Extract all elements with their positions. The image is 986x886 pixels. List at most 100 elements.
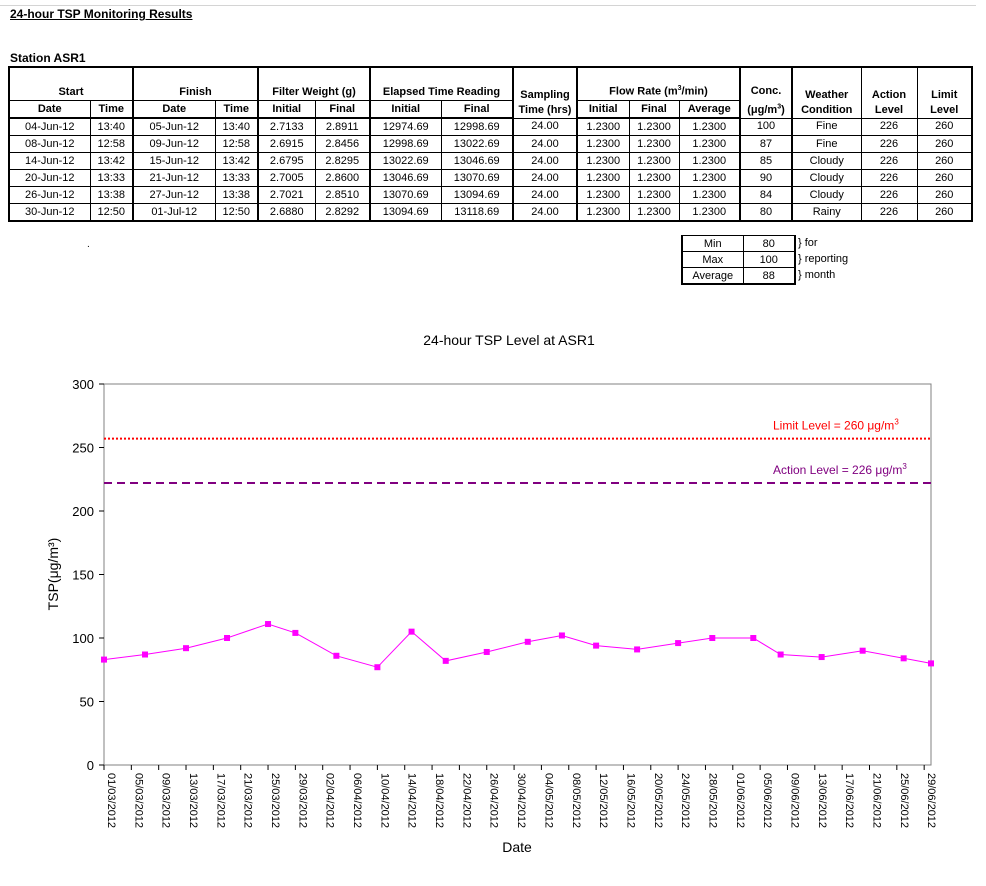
header-action-line2: Level	[874, 103, 904, 116]
table-cell: 1.2300	[628, 186, 680, 204]
table-cell: 12:58	[214, 135, 259, 153]
data-point	[442, 657, 449, 664]
table-cell: 12:50	[89, 203, 134, 222]
subheader-fr-initial: Initial	[576, 100, 630, 119]
x-tick-label: 01/03/2012	[105, 773, 117, 828]
header-weather-line2: Condition	[801, 103, 853, 116]
table-cell: 87	[739, 135, 793, 153]
data-point	[593, 642, 600, 649]
stats-min-label: Min	[681, 235, 744, 252]
y-axis-label: TSP(μg/m³)	[45, 538, 61, 611]
table-cell: 13:38	[89, 186, 134, 204]
y-axis: 0 50 100 150 200 250 300	[72, 377, 104, 773]
table-cell: 85	[739, 152, 793, 170]
table-cell: 2.6915	[257, 135, 316, 153]
y-tick-label: 0	[87, 758, 94, 773]
data-point	[900, 655, 907, 662]
y-tick-label: 100	[72, 631, 94, 646]
stats-max-label: Max	[681, 251, 744, 268]
table-cell: 13022.69	[369, 152, 442, 170]
stats-min-value: 80	[742, 235, 796, 252]
table-cell: 2.8292	[314, 203, 371, 222]
subheader-et-final: Final	[440, 100, 514, 119]
table-cell: 13094.69	[369, 203, 442, 222]
data-point	[333, 652, 340, 659]
header-conc: Conc. (μg/m3)	[739, 66, 793, 119]
flow-rate-label-post: /min)	[681, 86, 708, 98]
header-conc-unit: (μg/m3)	[747, 103, 785, 116]
x-tick-label: 28/05/2012	[706, 773, 718, 828]
y-tick-label: 50	[80, 695, 94, 710]
limit-level-label: Limit Level = 260 μg/m3	[773, 418, 899, 433]
table-cell: 13:33	[89, 169, 134, 187]
x-tick-label: 09/03/2012	[160, 773, 172, 828]
table-cell: 21-Jun-12	[132, 169, 216, 187]
table-cell: 2.8456	[314, 135, 371, 153]
data-point	[818, 654, 825, 661]
data-point	[524, 638, 531, 645]
table-cell: 260	[916, 203, 973, 222]
table-cell: Cloudy	[791, 169, 862, 187]
data-point	[859, 647, 866, 654]
x-tick-label: 26/04/2012	[488, 773, 500, 828]
table-cell: 2.6880	[257, 203, 316, 222]
table-row: 26-Jun-12 13:38 27-Jun-12 13:38 2.7021 2.8510…	[8, 186, 973, 204]
table-cell: 1.2300	[576, 117, 630, 136]
data-point	[483, 648, 490, 655]
table-cell: 24.00	[512, 152, 578, 170]
data-point	[928, 660, 934, 667]
x-tick-label: 08/05/2012	[570, 773, 582, 828]
table-cell: 24.00	[512, 169, 578, 187]
x-tick-label: 17/06/2012	[843, 773, 855, 828]
x-tick-label: 05/03/2012	[132, 773, 144, 828]
header-filter-weight: Filter Weight (g)	[257, 66, 371, 101]
data-point	[750, 635, 757, 641]
x-tick-label: 12/05/2012	[597, 773, 609, 828]
conc-unit-pre: (μg/m	[747, 103, 778, 116]
data-point	[101, 656, 107, 663]
table-cell: 13:38	[214, 186, 259, 204]
table-cell: 09-Jun-12	[132, 135, 216, 153]
data-point	[558, 632, 565, 639]
header-finish: Finish	[132, 66, 259, 101]
table-cell: 13046.69	[369, 169, 442, 187]
x-tick-label: 17/03/2012	[214, 773, 226, 828]
x-tick-label: 09/06/2012	[788, 773, 800, 828]
table-cell: 2.8510	[314, 186, 371, 204]
reference-lines: Limit Level = 260 μg/m3 Action Level = 22…	[104, 418, 931, 485]
header-sampling-line1: Sampling	[520, 88, 570, 101]
table-cell: 1.2300	[628, 169, 680, 187]
action-level-label: Action Level = 226 μg/m3	[773, 462, 907, 477]
table-cell: 1.2300	[576, 203, 630, 222]
table-cell: 1.2300	[678, 117, 741, 136]
header-sampling-line2: Time (hrs)	[518, 103, 572, 116]
table-cell: 27-Jun-12	[132, 186, 216, 204]
table-cell: 1.2300	[628, 117, 680, 136]
data-point	[675, 640, 682, 647]
x-axis-label: Date	[502, 839, 532, 855]
stray-dot: .	[87, 239, 90, 250]
table-cell: 1.2300	[628, 203, 680, 222]
header-flow-rate: Flow Rate (m3/min)	[576, 66, 741, 101]
header-action-level: Action Level	[860, 66, 918, 119]
data-point	[709, 635, 716, 641]
table-cell: 260	[916, 169, 973, 187]
subheader-finish-time: Time	[214, 100, 259, 119]
x-tick-label: 21/06/2012	[870, 773, 882, 828]
table-cell: 13:40	[214, 117, 259, 136]
header-limit-line1: Limit	[931, 88, 958, 101]
subheader-fr-average: Average	[678, 100, 741, 119]
stats-note-reporting: } reporting	[798, 253, 849, 265]
x-tick-label: 14/04/2012	[406, 773, 418, 828]
table-cell: 1.2300	[678, 152, 741, 170]
table-cell: 1.2300	[678, 135, 741, 153]
table-cell: 1.2300	[576, 152, 630, 170]
series-tsp	[101, 621, 934, 671]
table-cell: 226	[860, 186, 918, 204]
table-cell: 90	[739, 169, 793, 187]
table-cell: 1.2300	[576, 169, 630, 187]
header-limit-level: Limit Level	[916, 66, 973, 119]
table-cell: 1.2300	[628, 135, 680, 153]
x-tick-label: 25/03/2012	[269, 773, 281, 828]
table-cell: 260	[916, 152, 973, 170]
